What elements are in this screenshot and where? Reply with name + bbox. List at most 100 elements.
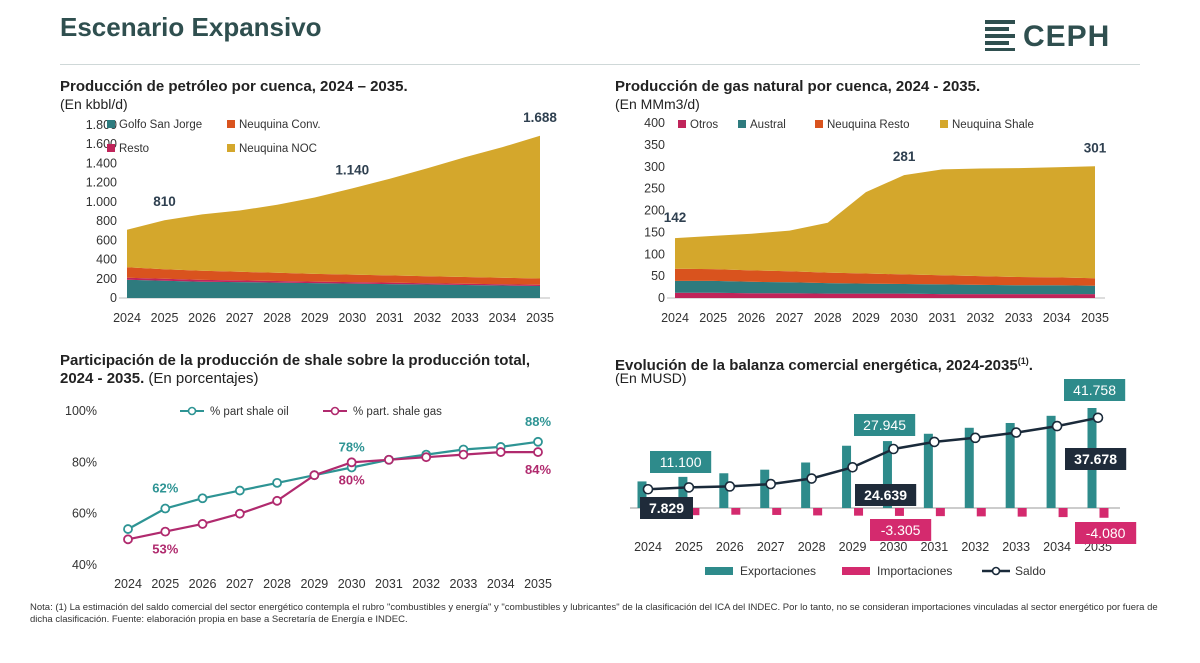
saldo-value-label-box [855,484,917,506]
shale-gas-point [309,470,320,481]
shale-oil-point [160,503,171,514]
oil-ytick-label: 800 [96,214,117,228]
imports-bar [1099,508,1109,518]
oil-chart-subtitle: (En kbbl/d) [60,96,128,112]
shale-oil-point [123,524,133,534]
gas-ytick-label: 0 [658,291,665,305]
imports-bar [731,508,741,515]
shale-gas-legend-label: % part. shale gas [353,406,442,418]
gas-legend-label: Neuquina Resto [827,119,909,131]
saldo-point [806,473,817,484]
shale-oil-point [197,493,208,504]
oil-xtick-label: 2032 [413,311,441,325]
gas-legend-swatch [815,120,823,128]
energy-trade-balance-chart: 2024 2025 2026 2027 2028 2029 2030 2031 2032 2033… [630,379,1137,578]
trade-xtick-label: 2027 [757,540,785,554]
oil-xtick-label: 2024 [113,311,141,325]
trade-xtick-label: 2026 [716,540,744,554]
shale-gas-point [234,508,245,519]
imports-legend-label: Importaciones [877,564,952,578]
oil-area-resto [127,277,540,286]
trade-chart-title: Evolución de la balanza comercial energé… [615,356,1033,374]
saldo-point [888,443,899,455]
gas-ytick-label: 150 [644,225,665,239]
oil-area-golfo-san-jorge [127,279,540,298]
oil-ytick-label: 600 [96,233,117,247]
shale-gas-point [384,454,394,465]
shale-xtick-label: 2026 [189,577,217,591]
oil-ytick-label: 0 [110,291,117,305]
trade-xtick-label: 2033 [1002,540,1030,554]
oil-area-neuquina-conv- [127,267,540,285]
oil-legend-swatch [107,120,115,128]
oil-xtick-label: 2027 [226,311,254,325]
oil-ytick-label: 200 [96,272,117,286]
shale-chart-title: Participación de la producción de shale … [60,352,560,388]
trade-xtick-label: 2030 [880,540,908,554]
shale-oil-legend-marker [187,406,197,416]
gas-chart-subtitle: (En MMm3/d) [615,96,700,112]
exports-value-label: 11.100 [660,454,702,470]
shale-gas-point [533,447,543,457]
gas-legend-swatch [940,120,948,128]
shale-gas-value-label: 84% [525,462,551,477]
shale-gas-point [197,519,208,529]
trade-xtick-label: 2031 [920,540,948,554]
oil-area-neuquina-noc [127,135,540,279]
saldo-legend-marker [991,566,1001,576]
header-divider [60,64,1140,65]
shale-ytick-label: 100% [65,404,97,418]
exports-value-label-box [854,414,916,436]
imports-value-label-box [1075,522,1137,544]
gas-ytick-label: 300 [644,160,665,174]
shale-oil-point [533,436,543,447]
gas-ytick-label: 250 [644,182,665,196]
gas-legend-label: Otros [690,119,718,131]
saldo-point [929,436,940,448]
trade-chart-subtitle: (En MUSD) [615,370,687,386]
shale-gas-line [127,451,538,541]
gas-ytick-label: 50 [651,269,665,283]
oil-legend-label: Neuquina NOC [239,143,317,155]
saldo-point [724,481,736,492]
trade-chart-title-sup: (1) [1017,356,1029,366]
shale-gas-legend-marker [330,406,340,416]
exports-bar [719,473,729,508]
shale-gas-point [458,449,469,460]
shale-chart-title-text: Participación de la producción de shale … [60,352,531,387]
oil-xtick-label: 2033 [451,311,479,325]
imports-bar [813,508,823,516]
exports-legend-label: Exportaciones [740,564,816,578]
gas-chart-title: Producción de gas natural por cuenca, 20… [615,78,981,95]
shale-oil-value-label: 62% [152,481,178,496]
imports-bar [1058,508,1068,518]
oil-total-label: 1.688 [523,110,557,125]
shale-gas-point [272,495,282,506]
gas-xtick-label: 2031 [928,311,956,325]
shale-xtick-label: 2030 [338,577,366,591]
exports-bar [923,433,933,508]
shale-gas-point [346,457,357,468]
gas-xtick-label: 2026 [737,311,765,325]
shale-gas-value-label: 80% [339,472,365,487]
shale-xtick-label: 2027 [226,577,254,591]
oil-xtick-label: 2028 [263,311,291,325]
imports-bar [894,508,904,516]
oil-xtick-label: 2026 [188,311,216,325]
gas-ytick-label: 350 [644,138,665,152]
saldo-point [969,432,981,444]
imports-bar [976,508,986,517]
exports-bar [801,462,811,508]
trade-xtick-label: 2032 [961,540,989,554]
exports-bar [964,427,974,508]
shale-xtick-label: 2031 [375,577,403,591]
saldo-line [647,416,1099,491]
imports-bar [854,508,864,516]
shale-oil-point [272,477,282,488]
imports-value-label: -3.305 [881,522,921,538]
gas-area-neuquina-shale [675,166,1095,279]
exports-bar [1046,415,1056,508]
oil-legend-label: Resto [119,143,149,155]
gas-ytick-label: 100 [644,247,665,261]
oil-legend-swatch [227,144,235,152]
